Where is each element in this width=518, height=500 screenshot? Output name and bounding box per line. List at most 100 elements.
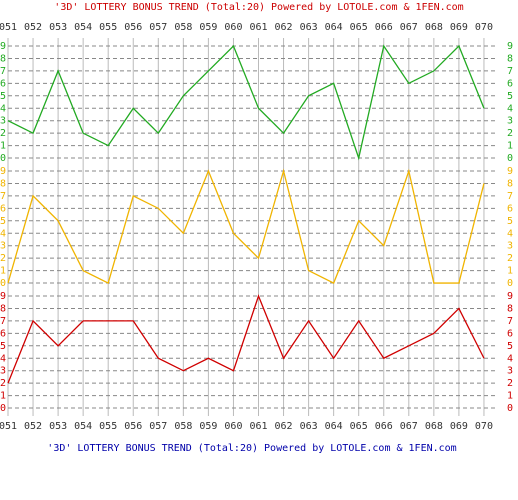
x-tick-label: 051 <box>0 421 17 432</box>
y-tick-label: 0 <box>0 278 6 289</box>
y-tick-label: 4 <box>0 103 6 114</box>
series-line <box>7 44 485 161</box>
x-tick-label: 069 <box>450 22 468 33</box>
x-tick-label: 063 <box>300 22 318 33</box>
y-tick-label: 0 <box>507 278 513 289</box>
x-tick-label: 053 <box>49 421 67 432</box>
y-tick-label: 9 <box>507 291 513 302</box>
y-tick-label: 1 <box>507 141 513 152</box>
y-tick-label: 2 <box>507 128 513 139</box>
y-tick-label: 7 <box>507 316 513 327</box>
x-tick-label: 062 <box>275 22 293 33</box>
y-tick-label: 5 <box>0 216 6 227</box>
x-tick-label: 066 <box>375 22 393 33</box>
x-tick-label: 056 <box>124 22 142 33</box>
x-tick-label: 060 <box>224 22 242 33</box>
y-tick-label: 5 <box>507 91 513 102</box>
x-tick-label: 053 <box>49 22 67 33</box>
x-tick-label: 055 <box>99 421 117 432</box>
y-tick-label: 9 <box>0 291 6 302</box>
x-tick-label: 063 <box>300 421 318 432</box>
x-tick-label: 057 <box>149 421 167 432</box>
x-tick-label: 061 <box>249 421 267 432</box>
x-tick-label: 051 <box>0 22 17 33</box>
y-tick-label: 2 <box>0 253 6 264</box>
y-tick-label: 3 <box>507 241 513 252</box>
y-tick-label: 9 <box>507 41 513 52</box>
y-tick-label: 1 <box>507 391 513 402</box>
x-tick-label: 060 <box>224 421 242 432</box>
y-tick-label: 3 <box>507 116 513 127</box>
x-tick-label: 056 <box>124 421 142 432</box>
x-tick-label: 061 <box>249 22 267 33</box>
y-tick-label: 8 <box>0 53 6 64</box>
y-tick-label: 4 <box>0 353 6 364</box>
y-tick-label: 1 <box>507 266 513 277</box>
y-tick-label: 7 <box>0 191 6 202</box>
y-tick-label: 9 <box>0 166 6 177</box>
y-tick-label: 8 <box>507 53 513 64</box>
y-tick-label: 7 <box>0 316 6 327</box>
y-tick-label: 0 <box>507 403 513 414</box>
x-tick-label: 067 <box>400 421 418 432</box>
x-tick-label: 066 <box>375 421 393 432</box>
y-tick-label: 5 <box>507 341 513 352</box>
series-line <box>7 294 485 384</box>
y-tick-label: 3 <box>0 241 6 252</box>
x-tick-label: 069 <box>450 421 468 432</box>
x-tick-label: 068 <box>425 22 443 33</box>
x-tick-label: 064 <box>325 421 343 432</box>
y-tick-label: 6 <box>0 328 6 339</box>
y-tick-label: 2 <box>507 378 513 389</box>
x-tick-label: 059 <box>199 421 217 432</box>
y-tick-label: 6 <box>507 328 513 339</box>
y-tick-label: 6 <box>0 78 6 89</box>
x-tick-label: 065 <box>350 421 368 432</box>
chart-title: '3D' LOTTERY BONUS TREND (Total:20) Powe… <box>54 2 463 13</box>
y-tick-label: 1 <box>0 266 6 277</box>
y-tick-label: 6 <box>507 78 513 89</box>
x-tick-label: 058 <box>174 421 192 432</box>
y-tick-label: 2 <box>0 128 6 139</box>
y-tick-label: 4 <box>507 103 513 114</box>
x-tick-label: 059 <box>199 22 217 33</box>
x-tick-label: 067 <box>400 22 418 33</box>
y-tick-label: 0 <box>0 403 6 414</box>
y-tick-label: 8 <box>0 303 6 314</box>
y-tick-label: 1 <box>0 391 6 402</box>
y-tick-label: 2 <box>507 253 513 264</box>
x-tick-label: 068 <box>425 421 443 432</box>
x-tick-label: 065 <box>350 22 368 33</box>
y-tick-label: 7 <box>507 66 513 77</box>
y-tick-label: 4 <box>507 353 513 364</box>
y-tick-label: 6 <box>0 203 6 214</box>
x-tick-label: 052 <box>24 421 42 432</box>
y-tick-label: 5 <box>0 341 6 352</box>
x-tick-label: 054 <box>74 22 92 33</box>
y-tick-label: 5 <box>507 216 513 227</box>
y-tick-label: 0 <box>0 153 6 164</box>
x-tick-label: 070 <box>475 22 493 33</box>
y-tick-label: 4 <box>0 228 6 239</box>
x-tick-label: 070 <box>475 421 493 432</box>
y-tick-label: 8 <box>507 303 513 314</box>
y-tick-label: 6 <box>507 203 513 214</box>
y-tick-label: 3 <box>0 366 6 377</box>
y-tick-label: 1 <box>0 141 6 152</box>
y-tick-label: 8 <box>0 178 6 189</box>
chart-title-bottom: '3D' LOTTERY BONUS TREND (Total:20) Powe… <box>47 443 456 454</box>
y-tick-label: 4 <box>507 228 513 239</box>
y-tick-label: 7 <box>507 191 513 202</box>
y-tick-label: 8 <box>507 178 513 189</box>
x-tick-label: 055 <box>99 22 117 33</box>
y-tick-label: 3 <box>507 366 513 377</box>
y-tick-label: 5 <box>0 91 6 102</box>
x-tick-label: 062 <box>275 421 293 432</box>
y-tick-label: 9 <box>0 41 6 52</box>
series-line <box>7 168 485 284</box>
y-tick-label: 7 <box>0 66 6 77</box>
x-tick-label: 057 <box>149 22 167 33</box>
y-tick-label: 0 <box>507 153 513 164</box>
x-tick-label: 052 <box>24 22 42 33</box>
